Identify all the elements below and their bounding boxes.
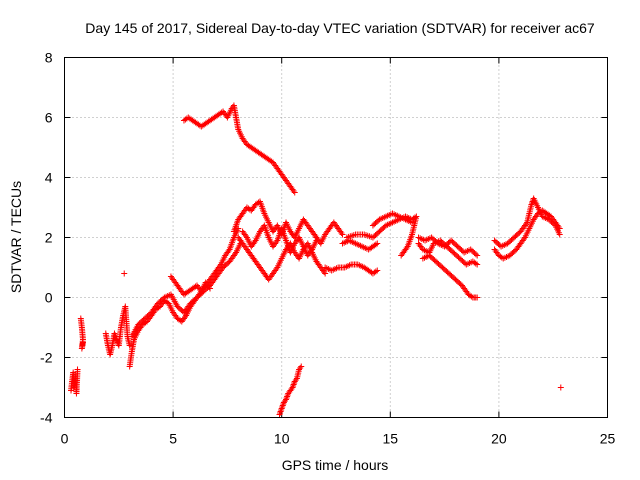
y-axis-tick-labels: -4 -2 0 2 4 6 8	[40, 50, 53, 426]
y-tick-label: 2	[45, 230, 53, 246]
data-point	[374, 240, 381, 247]
x-tick-label: 5	[169, 431, 177, 447]
x-tick-label: 25	[600, 431, 616, 447]
data-point	[472, 251, 479, 258]
data-point	[398, 252, 405, 259]
data-point	[472, 260, 479, 267]
data-point	[79, 339, 86, 346]
y-tick-label: -2	[40, 350, 53, 366]
data-point	[74, 366, 81, 373]
data-point	[556, 231, 563, 238]
data-points	[68, 102, 564, 418]
data-point	[291, 189, 298, 196]
y-tick-label: 4	[45, 170, 53, 186]
data-point	[557, 384, 564, 391]
y-tick-label: 8	[45, 50, 53, 66]
data-point	[474, 294, 481, 301]
y-tick-label: 6	[45, 110, 53, 126]
plot-frame	[64, 57, 608, 418]
data-point	[409, 219, 416, 226]
data-point	[372, 241, 379, 248]
x-tick-label: 15	[383, 431, 399, 447]
x-tick-label: 20	[491, 431, 507, 447]
data-point	[126, 342, 133, 349]
y-tick-label: 0	[45, 290, 53, 306]
x-axis-label: GPS time / hours	[282, 457, 389, 473]
data-point	[474, 261, 481, 268]
data-point	[372, 268, 379, 275]
data-point	[207, 285, 214, 292]
data-point	[339, 231, 346, 238]
data-point	[322, 270, 329, 277]
data-point	[313, 237, 320, 244]
series-ac67	[68, 102, 564, 418]
data-point	[468, 293, 475, 300]
x-axis-tick-labels: 0 5 10 15 20 25	[61, 431, 616, 447]
x-tick-label: 10	[274, 431, 290, 447]
data-point	[298, 363, 305, 370]
y-axis-label: SDTVAR / TECUs	[8, 181, 24, 293]
chart-title: Day 145 of 2017, Sidereal Day-to-day VTE…	[85, 20, 595, 36]
x-tick-label: 0	[61, 431, 69, 447]
data-point	[121, 270, 128, 277]
data-point	[474, 252, 481, 259]
data-point	[374, 267, 381, 274]
y-tick-label: -4	[40, 410, 53, 426]
